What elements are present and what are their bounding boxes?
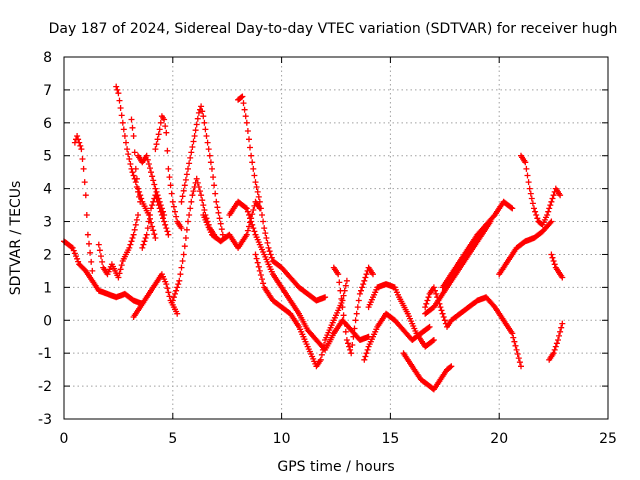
y-tick-label: 8 xyxy=(43,50,52,66)
series-prn-t xyxy=(422,284,524,370)
point-markers xyxy=(548,251,566,281)
series-prn-r xyxy=(365,281,437,350)
point-markers xyxy=(546,320,566,363)
point-markers xyxy=(71,133,96,274)
x-tick-label: 0 xyxy=(60,431,69,447)
series-prn-x xyxy=(518,152,564,228)
y-tick-label: -3 xyxy=(38,412,52,428)
y-tick-label: 3 xyxy=(43,215,52,231)
point-markers xyxy=(365,281,437,350)
y-tick-label: 2 xyxy=(43,247,52,263)
point-markers xyxy=(330,264,376,357)
point-markers xyxy=(235,93,329,304)
point-markers xyxy=(128,116,159,241)
series-prn-l xyxy=(200,198,263,251)
y-tick-label: 4 xyxy=(43,182,52,198)
series-prn-s xyxy=(400,350,455,393)
x-axis-ticks: 0 5 10 15 20 25 xyxy=(60,57,617,447)
point-markers xyxy=(439,198,516,291)
chart-title: Day 187 of 2024, Sidereal Day-to-day VTE… xyxy=(49,21,618,37)
series-prn-h xyxy=(139,192,172,251)
series-prn-j xyxy=(169,175,218,304)
series-prn-b xyxy=(71,133,96,274)
point-markers xyxy=(139,192,172,251)
point-markers xyxy=(252,251,350,370)
point-markers xyxy=(95,212,141,281)
x-tick-label: 25 xyxy=(599,431,617,447)
y-tick-label: -1 xyxy=(38,346,52,362)
series-prn-z xyxy=(546,320,566,363)
plot-frame xyxy=(63,56,609,420)
point-markers xyxy=(496,218,555,278)
y-tick-label: 1 xyxy=(43,280,52,296)
series-prn-i xyxy=(152,113,185,232)
point-markers xyxy=(422,284,524,370)
y-tick-label: 6 xyxy=(43,116,52,132)
point-markers xyxy=(400,350,455,393)
point-markers xyxy=(169,175,218,304)
y-tick-label: 5 xyxy=(43,149,52,165)
point-markers xyxy=(113,83,144,205)
point-markers xyxy=(422,218,494,317)
series-prn-q xyxy=(361,310,433,363)
series-prn-m xyxy=(235,93,329,304)
y-tick-label: 7 xyxy=(43,83,52,99)
series-prn-k xyxy=(178,103,226,238)
point-markers xyxy=(361,310,433,363)
point-markers xyxy=(518,152,564,228)
series-prn-c xyxy=(95,212,141,281)
series-prn-g xyxy=(130,271,181,320)
y-tick-label: -2 xyxy=(38,379,52,395)
x-tick-label: 5 xyxy=(168,431,177,447)
x-axis-label: GPS time / hours xyxy=(277,459,394,475)
series-prn-d xyxy=(113,83,144,205)
x-tick-label: 15 xyxy=(381,431,399,447)
series-prn-y xyxy=(548,251,566,281)
series-prn-p xyxy=(330,264,376,357)
series-prn-a xyxy=(61,238,146,307)
point-markers xyxy=(152,113,185,232)
point-markers xyxy=(200,198,263,251)
series-prn-v xyxy=(439,198,516,291)
point-markers xyxy=(130,271,181,320)
data-marks xyxy=(61,83,566,393)
point-markers xyxy=(178,103,226,238)
series-prn-o xyxy=(252,251,350,370)
point-markers xyxy=(61,238,146,307)
y-axis-label: SDTVAR / TECUs xyxy=(8,181,24,296)
y-tick-label: 0 xyxy=(43,313,52,329)
series-prn-e xyxy=(128,116,159,241)
x-tick-label: 20 xyxy=(490,431,508,447)
x-tick-label: 10 xyxy=(273,431,291,447)
y-axis-ticks: -3 -2 -1 0 1 2 3 4 5 6 7 8 xyxy=(38,50,608,428)
series-prn-w xyxy=(496,218,555,278)
series-prn-u xyxy=(422,218,494,317)
